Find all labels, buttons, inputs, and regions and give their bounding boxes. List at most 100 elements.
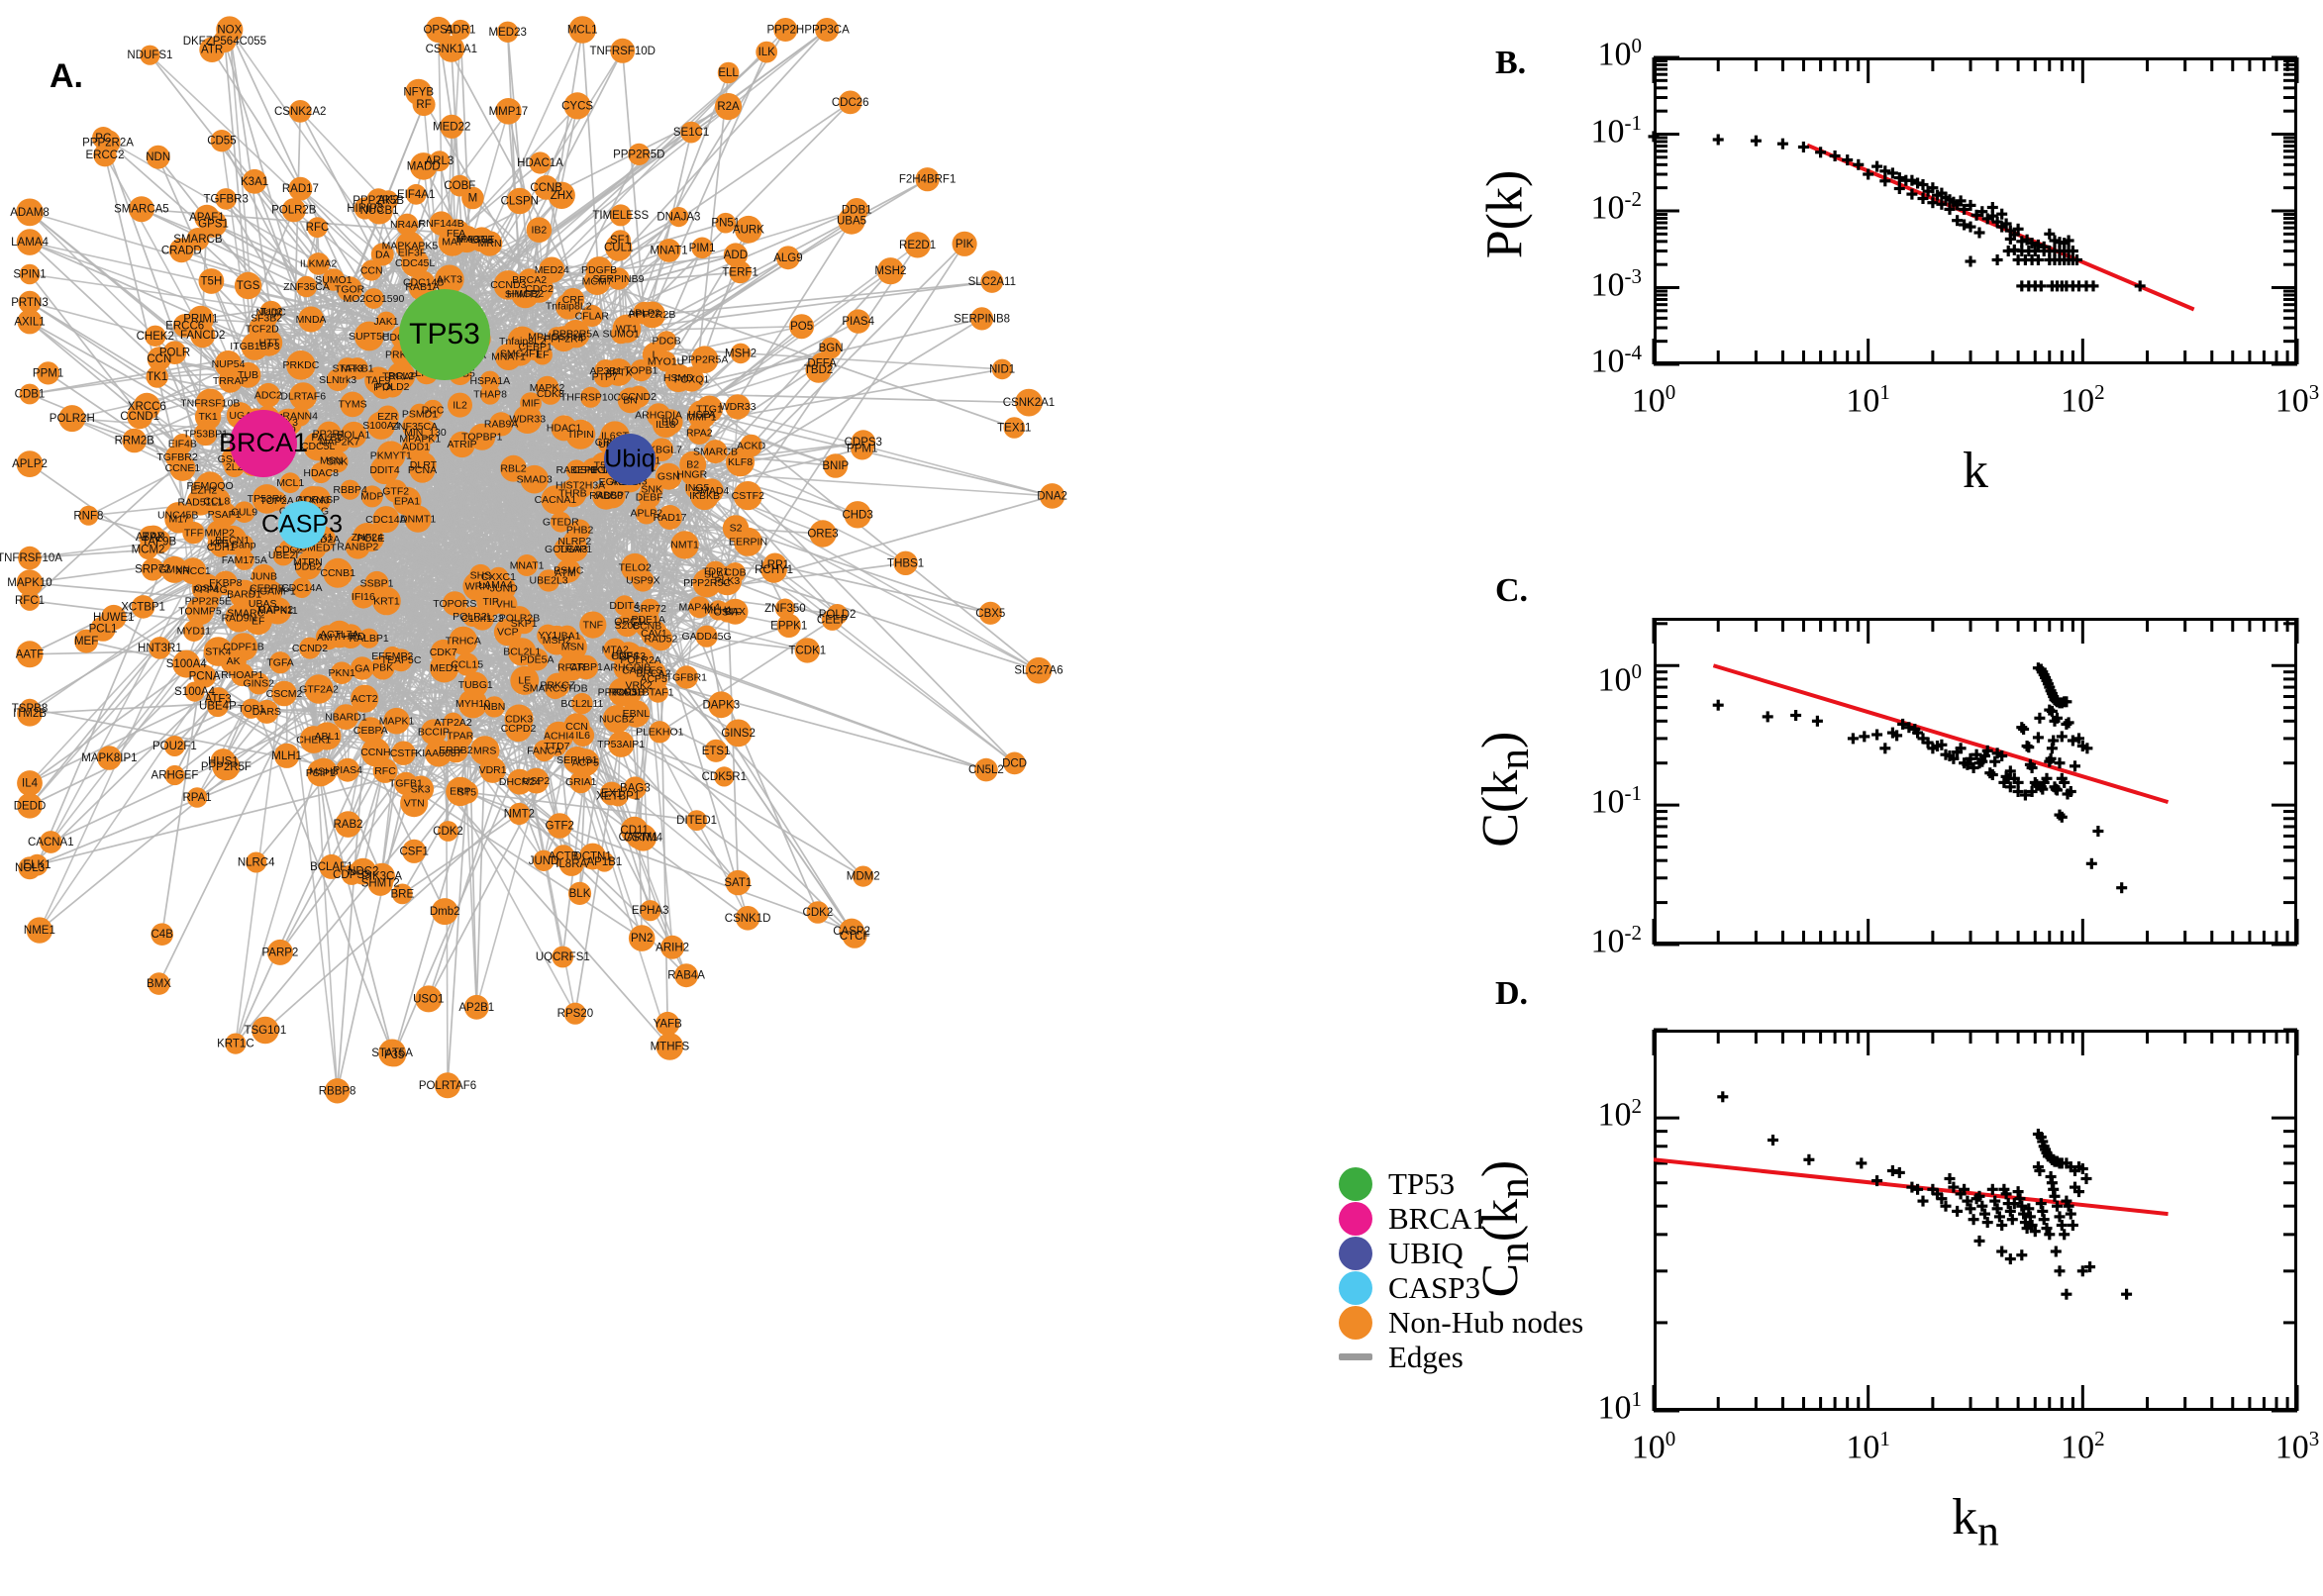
network-node[interactable] [1003, 751, 1026, 775]
network-node[interactable] [244, 606, 272, 636]
network-node[interactable] [774, 598, 795, 619]
network-node[interactable] [193, 422, 218, 447]
network-node[interactable] [210, 130, 234, 152]
network-node[interactable] [630, 359, 653, 382]
network-node[interactable] [324, 1078, 351, 1104]
network-hub-node-tp53[interactable] [399, 289, 490, 380]
network-node[interactable] [233, 501, 255, 523]
network-node[interactable] [220, 648, 247, 674]
network-node[interactable] [579, 611, 607, 639]
network-node[interactable] [415, 985, 443, 1013]
network-node[interactable] [229, 579, 259, 610]
network-node[interactable] [225, 1033, 247, 1054]
network-node[interactable] [451, 19, 471, 41]
network-node[interactable] [513, 613, 535, 635]
network-node[interactable] [656, 1011, 680, 1037]
network-node[interactable] [26, 917, 53, 944]
network-node[interactable] [827, 604, 849, 626]
network-node[interactable] [364, 366, 392, 394]
network-node[interactable] [336, 757, 360, 782]
network-node[interactable] [18, 290, 42, 314]
network-node[interactable] [360, 485, 383, 508]
network-node[interactable] [680, 121, 702, 144]
network-node[interactable] [725, 394, 751, 420]
network-node[interactable] [674, 665, 698, 689]
network-node[interactable] [127, 403, 153, 430]
network-node[interactable] [128, 196, 154, 223]
network-node[interactable] [372, 758, 398, 783]
network-node[interactable] [714, 766, 735, 787]
network-node[interactable] [389, 366, 411, 387]
network-node[interactable] [186, 787, 208, 808]
network-node[interactable] [463, 994, 489, 1020]
network-node[interactable] [740, 434, 762, 457]
network-node[interactable] [20, 698, 40, 719]
network-node[interactable] [363, 288, 384, 309]
network-node[interactable] [581, 457, 606, 482]
network-node[interactable] [354, 321, 384, 351]
network-node[interactable] [655, 462, 682, 490]
network-node[interactable] [525, 648, 549, 671]
network-node[interactable] [147, 347, 171, 371]
network-node[interactable] [323, 557, 354, 588]
network-node[interactable] [338, 624, 363, 648]
network-node[interactable] [628, 925, 656, 951]
network-node[interactable] [148, 972, 170, 995]
network-node[interactable] [16, 569, 44, 597]
network-node[interactable] [376, 311, 397, 332]
network-node[interactable] [172, 434, 193, 454]
network-node[interactable] [252, 593, 273, 614]
network-node[interactable] [691, 237, 713, 259]
network-node[interactable] [724, 719, 753, 748]
network-node[interactable] [326, 368, 350, 392]
network-node[interactable] [686, 810, 707, 831]
network-node[interactable] [249, 315, 276, 343]
network-node[interactable] [579, 843, 606, 870]
network-node[interactable] [657, 505, 683, 530]
network-node[interactable] [980, 270, 1004, 293]
network-node[interactable] [372, 586, 401, 616]
network-node[interactable] [384, 479, 408, 503]
network-node[interactable] [448, 392, 472, 418]
network-node[interactable] [443, 591, 467, 616]
network-node[interactable] [304, 674, 334, 704]
network-node[interactable] [489, 412, 514, 437]
network-node[interactable] [193, 664, 217, 688]
network-node[interactable] [234, 549, 254, 570]
network-node[interactable] [141, 557, 164, 581]
network-node[interactable] [346, 357, 368, 380]
network-node[interactable] [182, 521, 205, 545]
network-node[interactable] [497, 21, 519, 43]
network-node[interactable] [101, 604, 127, 631]
network-node[interactable] [97, 746, 122, 770]
network-node[interactable] [396, 213, 419, 236]
network-node[interactable] [555, 293, 582, 320]
network-node[interactable] [400, 789, 429, 818]
network-node[interactable] [789, 314, 815, 340]
network-node[interactable] [279, 472, 301, 494]
network-node[interactable] [360, 259, 382, 281]
network-node[interactable] [140, 45, 160, 65]
network-node[interactable] [670, 531, 699, 559]
network-node[interactable] [246, 851, 267, 873]
network-node[interactable] [585, 256, 613, 284]
network-node[interactable] [556, 558, 581, 583]
network-node[interactable] [815, 18, 840, 42]
network-node[interactable] [534, 175, 559, 200]
network-node[interactable] [723, 243, 749, 267]
network-node[interactable] [567, 881, 592, 906]
network-node[interactable] [851, 430, 876, 455]
network-node[interactable] [533, 849, 555, 871]
network-node[interactable] [357, 717, 384, 744]
network-node[interactable] [299, 726, 328, 753]
network-node[interactable] [500, 454, 527, 482]
network-node[interactable] [409, 403, 431, 425]
network-node[interactable] [544, 677, 566, 700]
network-node[interactable] [78, 505, 99, 526]
network-node[interactable] [443, 737, 469, 763]
network-node[interactable] [620, 816, 649, 845]
network-node[interactable] [183, 620, 205, 642]
network-node[interactable] [314, 425, 340, 450]
network-node[interactable] [756, 41, 778, 63]
network-node[interactable] [479, 756, 506, 783]
